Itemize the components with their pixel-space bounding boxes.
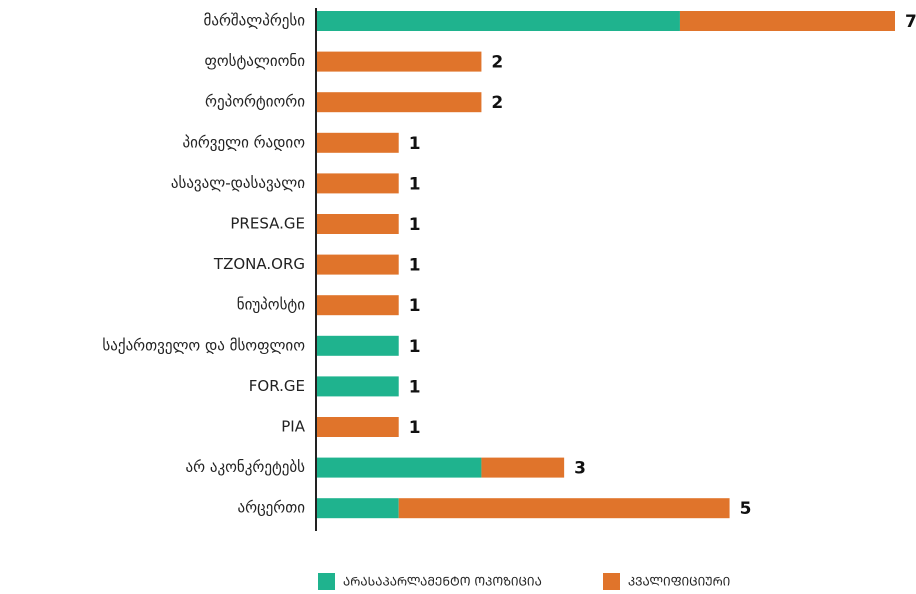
total-label: 1: [409, 134, 421, 154]
y-tick-label: ნიუპოსტი: [237, 296, 305, 314]
total-label: 5: [740, 499, 752, 519]
bar-segment: [316, 214, 399, 234]
y-tick-label: TZONA.ORG: [213, 255, 305, 273]
total-label: 7: [905, 12, 916, 32]
total-label: 3: [574, 459, 586, 479]
bar-segment: [316, 254, 399, 275]
y-tick-label: ასავალ-დასავალი: [171, 174, 305, 192]
total-label: 2: [491, 53, 503, 73]
y-tick-label: FOR.GE: [249, 377, 305, 395]
y-tick-label: PRESA.GE: [230, 215, 305, 233]
bar-segment: [316, 11, 680, 31]
bar-segment: [316, 51, 482, 72]
bar-segment: [316, 376, 399, 397]
total-label: 1: [409, 377, 421, 397]
bar-segment: [316, 295, 399, 316]
y-tick-label: პირველი რადიო: [182, 133, 305, 151]
legend-swatch: [603, 573, 620, 590]
bar-segment: [316, 173, 399, 194]
y-tick-label: ფოსტალიონი: [204, 52, 305, 70]
legend-label: ᲙᲕᲐᲚᲘᲤᲘᲪᲘᲣᲠᲘ: [628, 575, 730, 589]
legend-label: ᲐᲠᲐᲡᲐᲞᲐᲠᲚᲐᲛᲔᲜᲢᲝ ᲝᲞᲝᲖᲘᲪᲘᲐ: [343, 575, 542, 589]
total-label: 1: [409, 256, 421, 276]
bar-segment: [316, 417, 399, 437]
total-label: 1: [409, 174, 421, 194]
total-label: 1: [409, 296, 421, 316]
bar-segment: [679, 11, 895, 31]
bar-segment: [316, 498, 399, 519]
y-tick-label: არცერთი: [238, 499, 306, 517]
total-label: 1: [409, 215, 421, 235]
legend-swatch: [318, 573, 335, 590]
bar-segment: [316, 132, 399, 153]
y-tick-label: რეპორტიორი: [205, 93, 305, 111]
total-label: 2: [491, 93, 503, 113]
y-tick-label: PIA: [281, 418, 305, 436]
bar-segment: [316, 92, 482, 113]
y-tick-label: არ აკონკრეტებს: [186, 458, 306, 476]
total-label: 1: [409, 418, 421, 438]
bar-segment: [316, 457, 482, 478]
total-label: 1: [409, 337, 421, 357]
bar-segment: [316, 335, 399, 356]
y-tick-label: მარშალპრესი: [203, 12, 305, 30]
y-tick-label: საქართველო და მსოფლიო: [102, 336, 305, 354]
bar-segment: [398, 498, 730, 519]
bar-segment: [481, 457, 565, 478]
